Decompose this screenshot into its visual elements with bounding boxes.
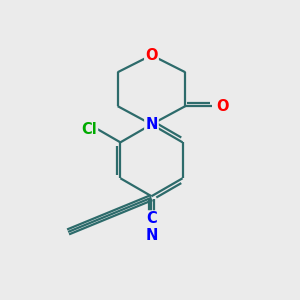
Text: O: O <box>216 99 228 114</box>
Text: N: N <box>145 228 158 243</box>
Text: C: C <box>146 212 157 226</box>
Text: N: N <box>145 117 158 132</box>
Text: O: O <box>145 48 158 63</box>
Text: Cl: Cl <box>81 122 97 136</box>
